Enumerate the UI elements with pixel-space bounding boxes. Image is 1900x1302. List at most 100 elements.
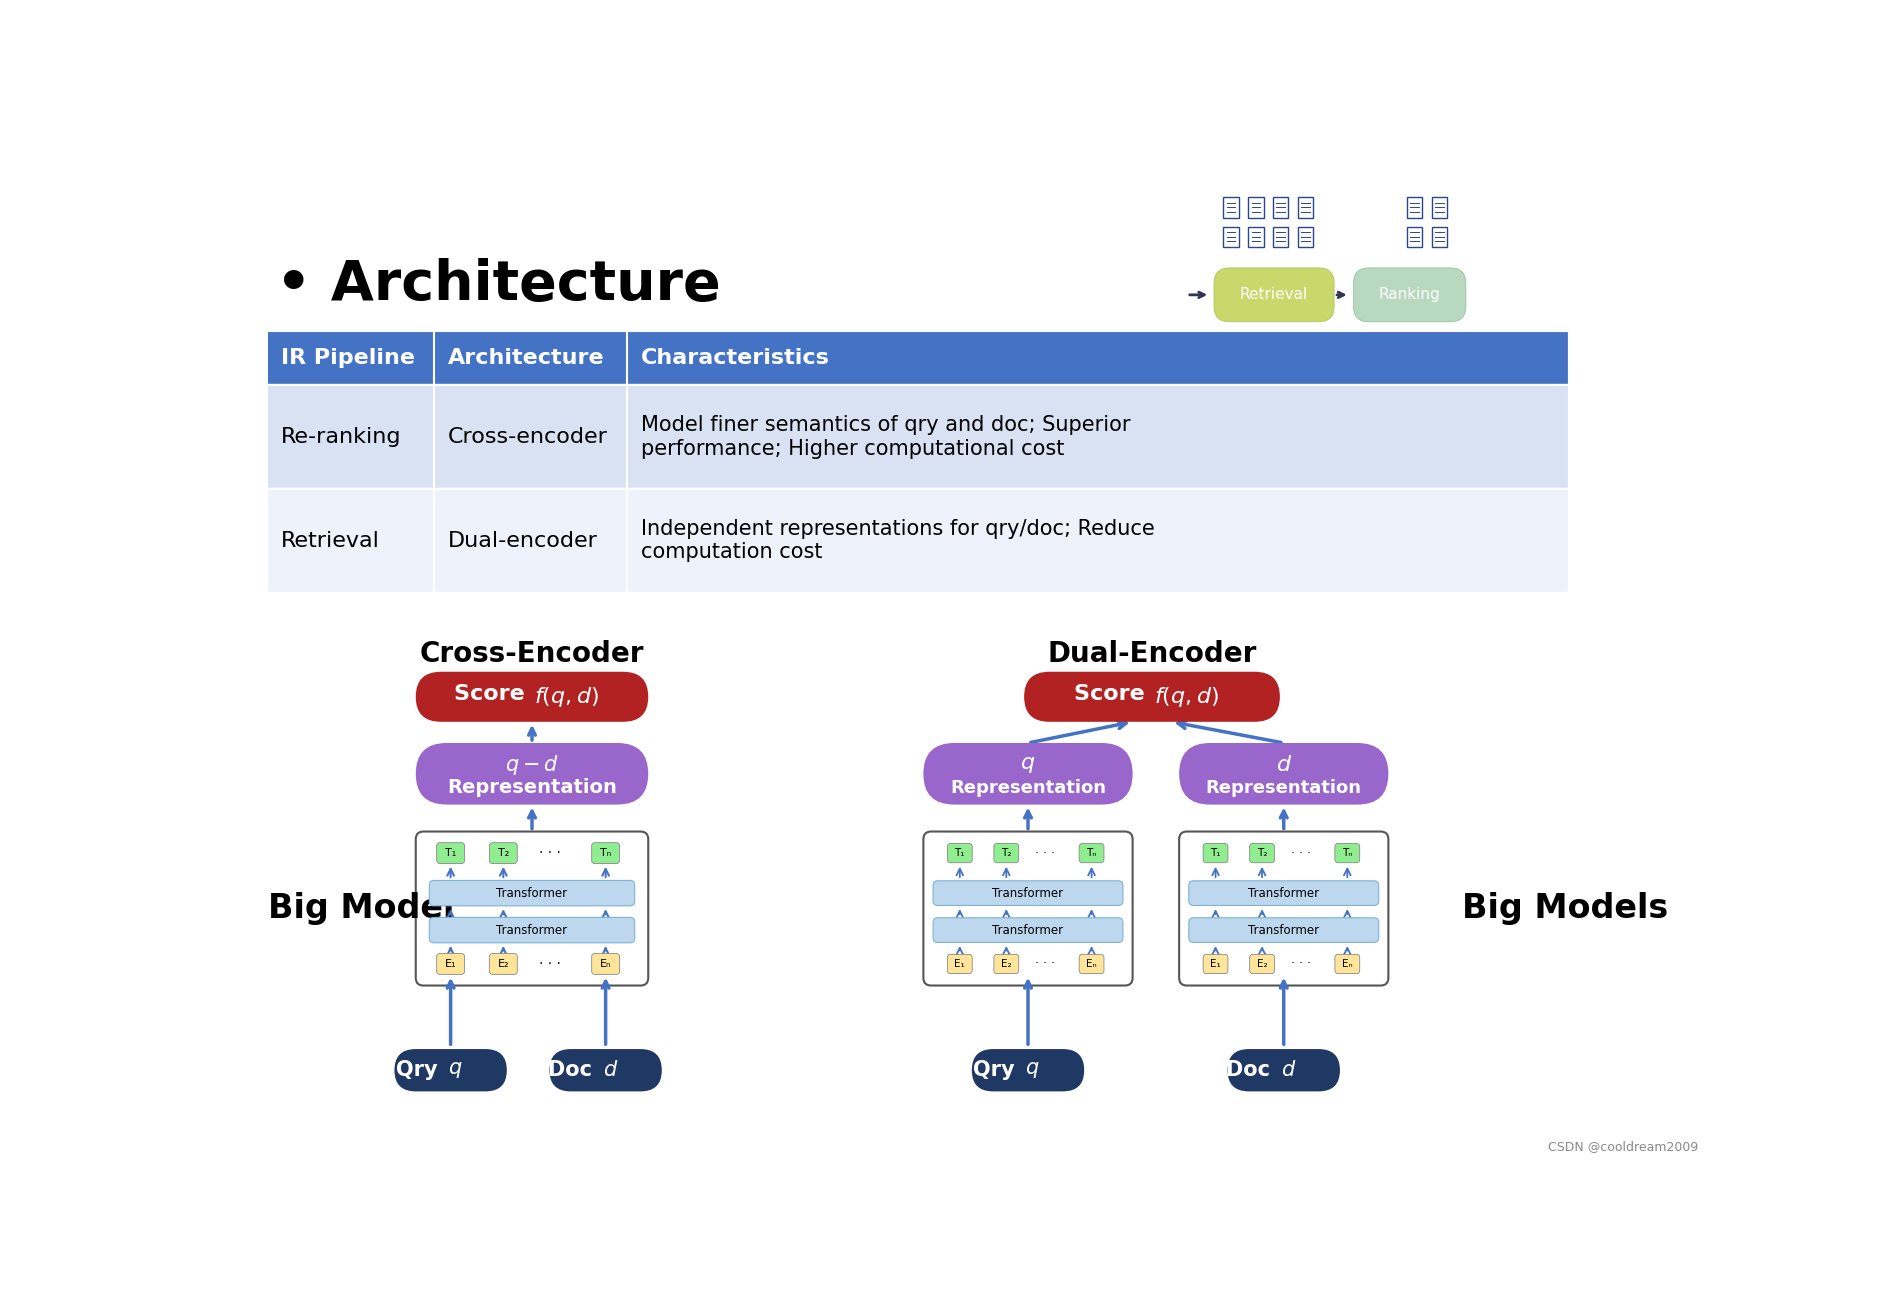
FancyBboxPatch shape bbox=[591, 953, 619, 974]
Text: Big Model: Big Model bbox=[268, 892, 454, 924]
Text: · · ·: · · · bbox=[540, 846, 560, 861]
Text: Eₙ: Eₙ bbox=[1341, 960, 1353, 969]
Text: Tₙ: Tₙ bbox=[600, 848, 612, 858]
Text: Tₙ: Tₙ bbox=[1341, 848, 1353, 858]
Text: Retrieval: Retrieval bbox=[281, 531, 380, 551]
FancyBboxPatch shape bbox=[1408, 227, 1423, 247]
FancyBboxPatch shape bbox=[948, 954, 973, 974]
FancyBboxPatch shape bbox=[1298, 198, 1313, 219]
FancyBboxPatch shape bbox=[429, 918, 635, 943]
Text: Transformer: Transformer bbox=[992, 887, 1064, 900]
Text: E₂: E₂ bbox=[498, 960, 509, 969]
FancyBboxPatch shape bbox=[1408, 198, 1423, 219]
Text: Doc: Doc bbox=[549, 1060, 598, 1081]
FancyBboxPatch shape bbox=[266, 488, 1569, 592]
Text: · · ·: · · · bbox=[1036, 846, 1054, 859]
Text: Cross-encoder: Cross-encoder bbox=[448, 427, 608, 447]
FancyBboxPatch shape bbox=[933, 918, 1123, 943]
Text: Architecture: Architecture bbox=[448, 348, 604, 368]
FancyBboxPatch shape bbox=[948, 844, 973, 863]
Text: E₂: E₂ bbox=[1256, 960, 1267, 969]
Text: Transformer: Transformer bbox=[496, 887, 568, 900]
Text: T₂: T₂ bbox=[1001, 848, 1011, 858]
FancyBboxPatch shape bbox=[1189, 881, 1379, 905]
Text: T₂: T₂ bbox=[498, 848, 509, 858]
FancyBboxPatch shape bbox=[1189, 918, 1379, 943]
FancyBboxPatch shape bbox=[395, 1049, 507, 1091]
Text: Ranking: Ranking bbox=[1379, 288, 1440, 302]
Text: Dual-encoder: Dual-encoder bbox=[448, 531, 597, 551]
FancyBboxPatch shape bbox=[266, 385, 1569, 488]
FancyBboxPatch shape bbox=[1180, 743, 1389, 805]
Text: $q$: $q$ bbox=[1024, 1060, 1039, 1081]
Text: T₁: T₁ bbox=[954, 848, 965, 858]
FancyBboxPatch shape bbox=[923, 743, 1132, 805]
Text: $f(q,d)$: $f(q,d)$ bbox=[534, 685, 598, 708]
FancyBboxPatch shape bbox=[1273, 198, 1288, 219]
Text: E₁: E₁ bbox=[954, 960, 965, 969]
Text: T₁: T₁ bbox=[1210, 848, 1222, 858]
FancyBboxPatch shape bbox=[1273, 227, 1288, 247]
Text: Qry: Qry bbox=[973, 1060, 1022, 1081]
Text: Eₙ: Eₙ bbox=[1087, 960, 1096, 969]
FancyBboxPatch shape bbox=[1353, 268, 1467, 322]
Text: Model finer semantics of qry and doc; Superior
performance; Higher computational: Model finer semantics of qry and doc; Su… bbox=[642, 415, 1130, 458]
FancyBboxPatch shape bbox=[1180, 832, 1389, 986]
Text: $q$: $q$ bbox=[1020, 755, 1036, 775]
Text: Representation: Representation bbox=[950, 779, 1106, 797]
Text: Tₙ: Tₙ bbox=[1087, 848, 1096, 858]
Text: T₂: T₂ bbox=[1258, 848, 1267, 858]
Text: $q-d$: $q-d$ bbox=[505, 753, 559, 776]
FancyBboxPatch shape bbox=[1250, 954, 1275, 974]
FancyBboxPatch shape bbox=[1298, 227, 1313, 247]
Text: Representation: Representation bbox=[446, 779, 618, 797]
FancyBboxPatch shape bbox=[1433, 198, 1448, 219]
Text: Score: Score bbox=[1074, 684, 1151, 703]
FancyBboxPatch shape bbox=[429, 880, 635, 906]
Text: $d$: $d$ bbox=[1275, 755, 1292, 775]
Text: Representation: Representation bbox=[1206, 779, 1362, 797]
FancyBboxPatch shape bbox=[1248, 198, 1264, 219]
FancyBboxPatch shape bbox=[971, 1049, 1085, 1091]
Text: E₂: E₂ bbox=[1001, 960, 1011, 969]
Text: Transformer: Transformer bbox=[1248, 923, 1319, 936]
FancyBboxPatch shape bbox=[1079, 954, 1104, 974]
FancyBboxPatch shape bbox=[1433, 227, 1448, 247]
Text: Eₙ: Eₙ bbox=[600, 960, 612, 969]
Text: · · ·: · · · bbox=[1290, 957, 1311, 970]
Text: Cross-Encoder: Cross-Encoder bbox=[420, 641, 644, 668]
Text: • Architecture: • Architecture bbox=[276, 258, 720, 312]
FancyBboxPatch shape bbox=[1336, 954, 1360, 974]
Text: Dual-Encoder: Dual-Encoder bbox=[1047, 641, 1256, 668]
Text: $q$: $q$ bbox=[448, 1060, 462, 1081]
Text: $d$: $d$ bbox=[602, 1060, 618, 1081]
FancyBboxPatch shape bbox=[490, 842, 517, 863]
Text: E₁: E₁ bbox=[1210, 960, 1222, 969]
Text: Big Models: Big Models bbox=[1461, 892, 1668, 924]
Text: Score: Score bbox=[454, 684, 532, 703]
Text: T₁: T₁ bbox=[445, 848, 456, 858]
FancyBboxPatch shape bbox=[437, 953, 466, 974]
FancyBboxPatch shape bbox=[1214, 268, 1334, 322]
FancyBboxPatch shape bbox=[416, 672, 648, 721]
FancyBboxPatch shape bbox=[1336, 844, 1360, 863]
Text: Transformer: Transformer bbox=[992, 923, 1064, 936]
Text: CSDN @cooldream2009: CSDN @cooldream2009 bbox=[1548, 1139, 1699, 1152]
FancyBboxPatch shape bbox=[416, 832, 648, 986]
FancyBboxPatch shape bbox=[1024, 672, 1281, 721]
FancyBboxPatch shape bbox=[923, 832, 1132, 986]
FancyBboxPatch shape bbox=[416, 743, 648, 805]
FancyBboxPatch shape bbox=[994, 954, 1018, 974]
Text: Re-ranking: Re-ranking bbox=[281, 427, 401, 447]
FancyBboxPatch shape bbox=[1227, 1049, 1340, 1091]
FancyBboxPatch shape bbox=[437, 842, 466, 863]
Text: Characteristics: Characteristics bbox=[642, 348, 830, 368]
Text: · · ·: · · · bbox=[1036, 957, 1054, 970]
FancyBboxPatch shape bbox=[490, 953, 517, 974]
FancyBboxPatch shape bbox=[1203, 844, 1227, 863]
FancyBboxPatch shape bbox=[266, 331, 1569, 385]
Text: Independent representations for qry/doc; Reduce
computation cost: Independent representations for qry/doc;… bbox=[642, 519, 1155, 562]
Text: IR Pipeline: IR Pipeline bbox=[281, 348, 414, 368]
Text: Qry: Qry bbox=[395, 1060, 445, 1081]
Text: · · ·: · · · bbox=[1290, 846, 1311, 859]
